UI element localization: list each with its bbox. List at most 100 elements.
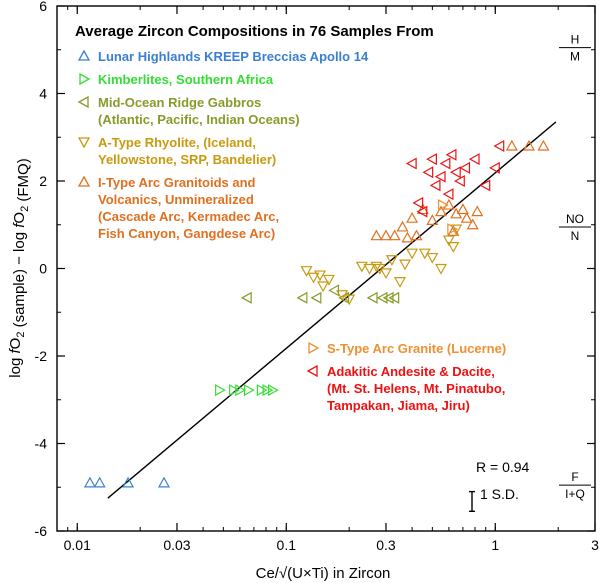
data-point: [406, 248, 419, 260]
data-point: [370, 261, 383, 273]
x-tick-label: 1: [491, 537, 499, 553]
legend-marker: [77, 95, 89, 109]
legend-label: Volcanics, Unmineralized: [98, 192, 254, 207]
legend-marker: [79, 72, 91, 86]
chart-title: Average Zircon Compositions in 76 Sample…: [75, 23, 434, 40]
data-point: [537, 139, 550, 151]
data-point: [460, 211, 473, 223]
data-point: [385, 255, 398, 266]
data-point: [157, 476, 171, 488]
data-point: [456, 203, 469, 215]
data-points: [83, 139, 550, 488]
data-point: [412, 196, 424, 209]
data-point: [489, 161, 500, 174]
buffer-label-bottom: M: [570, 50, 580, 64]
buffer-labels: HM NO N F I+Q: [559, 33, 591, 501]
legend-label: A-Type Rhyolite, (Iceland,: [98, 135, 256, 150]
data-point: [388, 229, 401, 241]
data-point: [366, 291, 378, 304]
data-point: [267, 384, 279, 397]
data-point: [310, 291, 322, 304]
data-point: [442, 235, 455, 247]
data-point: [454, 174, 465, 188]
data-point: [442, 198, 455, 210]
legend-label: Yellowstone, SRP, Bandelier): [98, 152, 276, 167]
data-point: [466, 218, 479, 230]
data-point: [439, 157, 451, 170]
data-point: [355, 261, 368, 273]
data-point: [215, 384, 226, 397]
y-tick-label: 4: [39, 86, 47, 102]
sd-bar-label: 1 S.D.: [480, 486, 519, 502]
data-point: [410, 229, 423, 241]
legend-label: Adakitic Andesite & Dacite,: [327, 364, 495, 379]
legend-marker: [77, 175, 91, 187]
data-point: [438, 199, 449, 212]
data-point: [370, 229, 383, 241]
x-tick-label: 0.03: [163, 537, 190, 553]
data-point: [229, 384, 240, 397]
data-point: [447, 242, 460, 253]
data-point: [388, 291, 400, 304]
data-point: [262, 384, 274, 397]
data-point: [343, 294, 356, 306]
legend-bottom: S-Type Arc Granite (Lucerne) Adakitic And…: [306, 341, 506, 413]
legend-label: Fish Canyon, Gangdese Arc): [98, 226, 275, 241]
data-point: [468, 153, 480, 166]
legend-label: Kimberlites, Southern Africa: [98, 72, 274, 87]
data-point: [243, 384, 255, 397]
data-point: [379, 268, 393, 280]
legend-label: (Atlantic, Pacific, Indian Oceans): [98, 112, 300, 127]
data-point: [396, 220, 409, 232]
data-point: [449, 166, 461, 179]
buffer-label-top: NO: [566, 212, 584, 226]
legend-label: I-Type Arc Granitoids and: [98, 175, 256, 190]
data-point: [401, 231, 414, 243]
data-point: [450, 224, 463, 236]
data-point: [471, 205, 484, 217]
data-point: [429, 179, 441, 192]
legend-marker: [77, 137, 91, 149]
data-point: [93, 476, 106, 488]
r-value-label: R = 0.94: [476, 459, 530, 475]
data-point: [505, 139, 518, 151]
data-point: [426, 214, 439, 225]
data-point: [313, 270, 327, 282]
data-point: [300, 266, 313, 277]
data-point: [416, 205, 428, 218]
buffer-label-bottom: I+Q: [565, 487, 585, 501]
legend-label: (Cascade Arc, Kermadec Arc,: [98, 209, 279, 224]
sd-bar: [469, 490, 475, 513]
data-point: [416, 203, 429, 215]
y-axis-label: log fO2 (sample) − log fO2 (FMQ): [7, 158, 32, 377]
y-tick-label: 6: [39, 0, 47, 14]
data-point: [434, 205, 448, 217]
legend-label: S-Type Arc Granite (Lucerne): [327, 341, 506, 356]
data-point: [363, 263, 376, 275]
y-tick-label: -2: [35, 348, 48, 364]
data-point: [382, 291, 394, 304]
data-point: [447, 225, 460, 236]
data-point: [379, 229, 393, 241]
buffer-label-top: F: [571, 470, 578, 484]
data-point: [434, 263, 448, 275]
legend-label: Tampakan, Jiama, Jiru): [327, 398, 470, 413]
x-axis-label: Ce/√(U×Ti) in Zircon: [256, 565, 391, 582]
data-point: [522, 139, 536, 151]
data-point: [426, 252, 439, 264]
y-tick-label: 0: [39, 261, 47, 277]
legend-label: Mid-Ocean Ridge Gabbros: [98, 95, 261, 110]
legend-label: Lunar Highlands KREEP Breccias Apollo 14: [98, 49, 369, 64]
data-point: [447, 223, 459, 236]
data-point: [296, 291, 308, 304]
y-tick-label: -6: [35, 523, 48, 539]
data-point: [479, 179, 491, 192]
legend-marker: [77, 49, 91, 61]
data-point: [426, 153, 437, 166]
y-tick-label: 2: [39, 173, 47, 189]
legend-top: Lunar Highlands KREEP Breccias Apollo 14…: [77, 49, 369, 241]
x-tick-label: 0.3: [376, 537, 396, 553]
data-point: [393, 277, 407, 288]
x-tick-label: 3: [591, 537, 599, 553]
